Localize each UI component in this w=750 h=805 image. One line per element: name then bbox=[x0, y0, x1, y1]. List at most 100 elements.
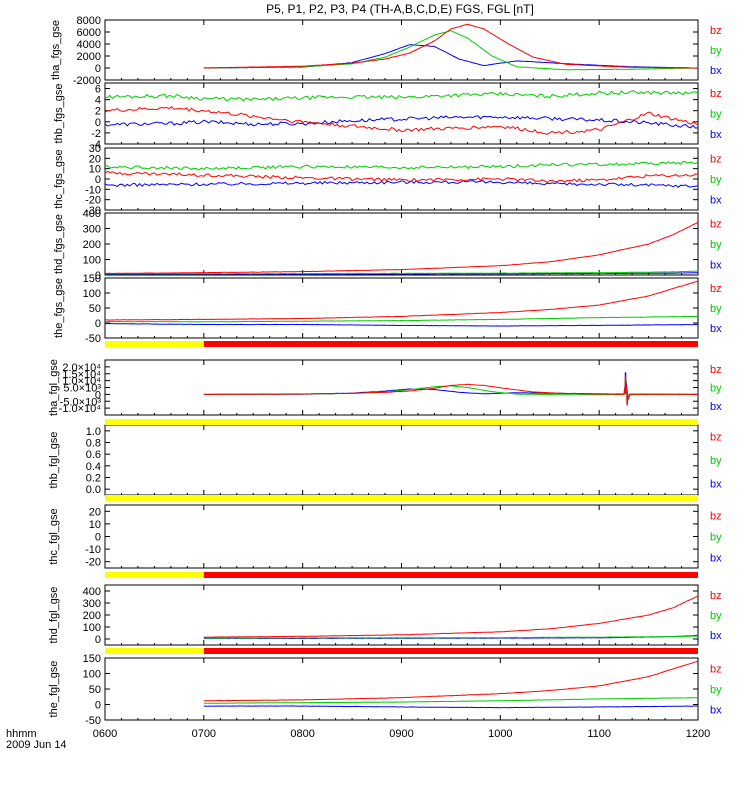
y-tick-label: 0 bbox=[95, 389, 101, 401]
y-tick-label: 1.5×10⁴ bbox=[62, 369, 101, 381]
y-tick-label: 100 bbox=[83, 669, 101, 681]
footer-date-label: 2009 Jun 14 bbox=[6, 739, 67, 751]
y-axis-label: tha_fgs_gse bbox=[50, 20, 62, 80]
y-tick-label: 6000 bbox=[77, 27, 101, 39]
x-tick-label: 0800 bbox=[290, 728, 314, 740]
y-tick-label: 20 bbox=[89, 153, 101, 165]
x-tick-label: 1000 bbox=[488, 728, 512, 740]
y-axis-label: thc_fgs_gse bbox=[53, 149, 65, 208]
panel-frame bbox=[104, 424, 699, 496]
y-axis-label: thb_fgs_gse bbox=[53, 84, 65, 144]
component-label-by: by bbox=[710, 45, 722, 57]
y-tick-label: 6 bbox=[95, 84, 101, 96]
y-tick-label: 2.0×10⁴ bbox=[62, 362, 101, 374]
component-label-by: by bbox=[710, 455, 722, 467]
y-tick-label: 2000 bbox=[77, 51, 101, 63]
series-line-bz bbox=[203, 660, 699, 702]
y-tick-label: 0 bbox=[95, 270, 101, 282]
footer-time-label: hhmm bbox=[6, 728, 37, 740]
y-tick-label: 10 bbox=[89, 164, 101, 176]
component-label-bz: bz bbox=[710, 153, 722, 165]
component-label-bz: bz bbox=[710, 283, 722, 295]
y-tick-label: 20 bbox=[89, 506, 101, 518]
status-bar-yellow bbox=[105, 572, 204, 578]
component-label-bz: bz bbox=[710, 663, 722, 675]
status-bar-yellow bbox=[105, 419, 698, 425]
y-tick-label: 150 bbox=[83, 653, 101, 665]
plot-title: P5, P1, P2, P3, P4 (TH-A,B,C,D,E) FGS, F… bbox=[266, 2, 534, 16]
component-label-bz: bz bbox=[710, 364, 722, 376]
component-label-by: by bbox=[710, 684, 722, 696]
y-tick-label: 30 bbox=[89, 143, 101, 155]
y-axis-label: thd_fgs_gse bbox=[53, 214, 65, 274]
status-bar-yellow bbox=[105, 648, 204, 654]
series-line-bz bbox=[203, 382, 698, 401]
series-line-by bbox=[104, 160, 699, 171]
y-tick-label: 2 bbox=[95, 106, 101, 118]
component-label-bx: bx bbox=[710, 401, 722, 413]
component-label-by: by bbox=[710, 109, 722, 121]
y-tick-label: -2 bbox=[91, 128, 101, 140]
y-tick-label: 300 bbox=[83, 224, 101, 236]
component-label-bz: bz bbox=[710, 88, 722, 100]
x-tick-label: 1100 bbox=[587, 728, 611, 740]
status-bar-red bbox=[203, 341, 699, 347]
y-tick-label: 4000 bbox=[77, 39, 101, 51]
y-tick-label: 0.8 bbox=[86, 438, 101, 450]
y-axis-label: the_fgl_gse bbox=[48, 661, 60, 718]
series-line-bz bbox=[105, 280, 699, 321]
y-tick-label: 4 bbox=[95, 95, 101, 107]
panel-thd_fgs_gse: 400 300 200 100 0 thd_fgs_gse bz by bx bbox=[53, 208, 722, 282]
y-tick-label: 8000 bbox=[77, 15, 101, 27]
y-tick-label: 0 bbox=[95, 174, 101, 186]
y-tick-label: -50 bbox=[85, 715, 101, 727]
panel-frame bbox=[104, 359, 699, 416]
y-tick-label: 10 bbox=[89, 519, 101, 531]
x-tick-label: 1200 bbox=[686, 728, 710, 740]
y-tick-label: 0.0 bbox=[86, 484, 101, 496]
series-line-bz bbox=[105, 221, 699, 275]
component-label-bx: bx bbox=[710, 478, 722, 490]
y-tick-label: 5.0×10³ bbox=[63, 383, 101, 395]
panel-frame bbox=[104, 82, 699, 145]
series-line-bx bbox=[203, 44, 698, 69]
component-label-bx: bx bbox=[710, 705, 722, 717]
y-axis-label: thd_fgl_gse bbox=[48, 587, 60, 644]
y-tick-label: -2000 bbox=[73, 75, 101, 87]
series-line-by bbox=[104, 315, 699, 323]
y-axis-label: thb_fgl_gse bbox=[48, 432, 60, 489]
y-tick-label: -10 bbox=[85, 184, 101, 196]
y-tick-label: 0 bbox=[95, 634, 101, 646]
component-label-bx: bx bbox=[710, 195, 722, 207]
y-tick-label: 100 bbox=[83, 622, 101, 634]
panel-frame bbox=[104, 212, 699, 276]
component-label-bz: bz bbox=[710, 511, 722, 523]
panel-the_fgl_gse: 150 100 50 0 -50 the_fgl_gse bz by bx bbox=[48, 653, 722, 727]
panel-tha_fgl_gse: 2.0×10⁴1.5×10⁴1.0×10⁴5.0×10³0-5.0×10³-1.… bbox=[48, 359, 722, 416]
panel-frame bbox=[104, 584, 699, 646]
series-line-bz bbox=[104, 106, 699, 135]
series-line-bz bbox=[203, 23, 699, 69]
y-tick-label: -5.0×10³ bbox=[60, 396, 102, 408]
panel-frame bbox=[104, 277, 699, 339]
component-label-by: by bbox=[710, 303, 722, 315]
x-tick-label: 0900 bbox=[389, 728, 413, 740]
y-tick-label: 150 bbox=[83, 273, 101, 285]
y-tick-label: 0 bbox=[95, 63, 101, 75]
y-tick-label: 1.0 bbox=[86, 426, 101, 438]
series-line-bx bbox=[104, 115, 699, 129]
x-tick-label: 0700 bbox=[192, 728, 216, 740]
series-line-by bbox=[104, 270, 699, 275]
y-tick-label: 0 bbox=[95, 117, 101, 129]
y-tick-label: -1.0×10⁴ bbox=[59, 403, 102, 415]
component-label-bz: bz bbox=[710, 590, 722, 602]
series-line-by bbox=[104, 90, 699, 102]
y-tick-label: 0 bbox=[95, 318, 101, 330]
y-tick-label: 0.6 bbox=[86, 449, 101, 461]
component-label-bx: bx bbox=[710, 129, 722, 141]
status-bar-red bbox=[203, 572, 699, 578]
